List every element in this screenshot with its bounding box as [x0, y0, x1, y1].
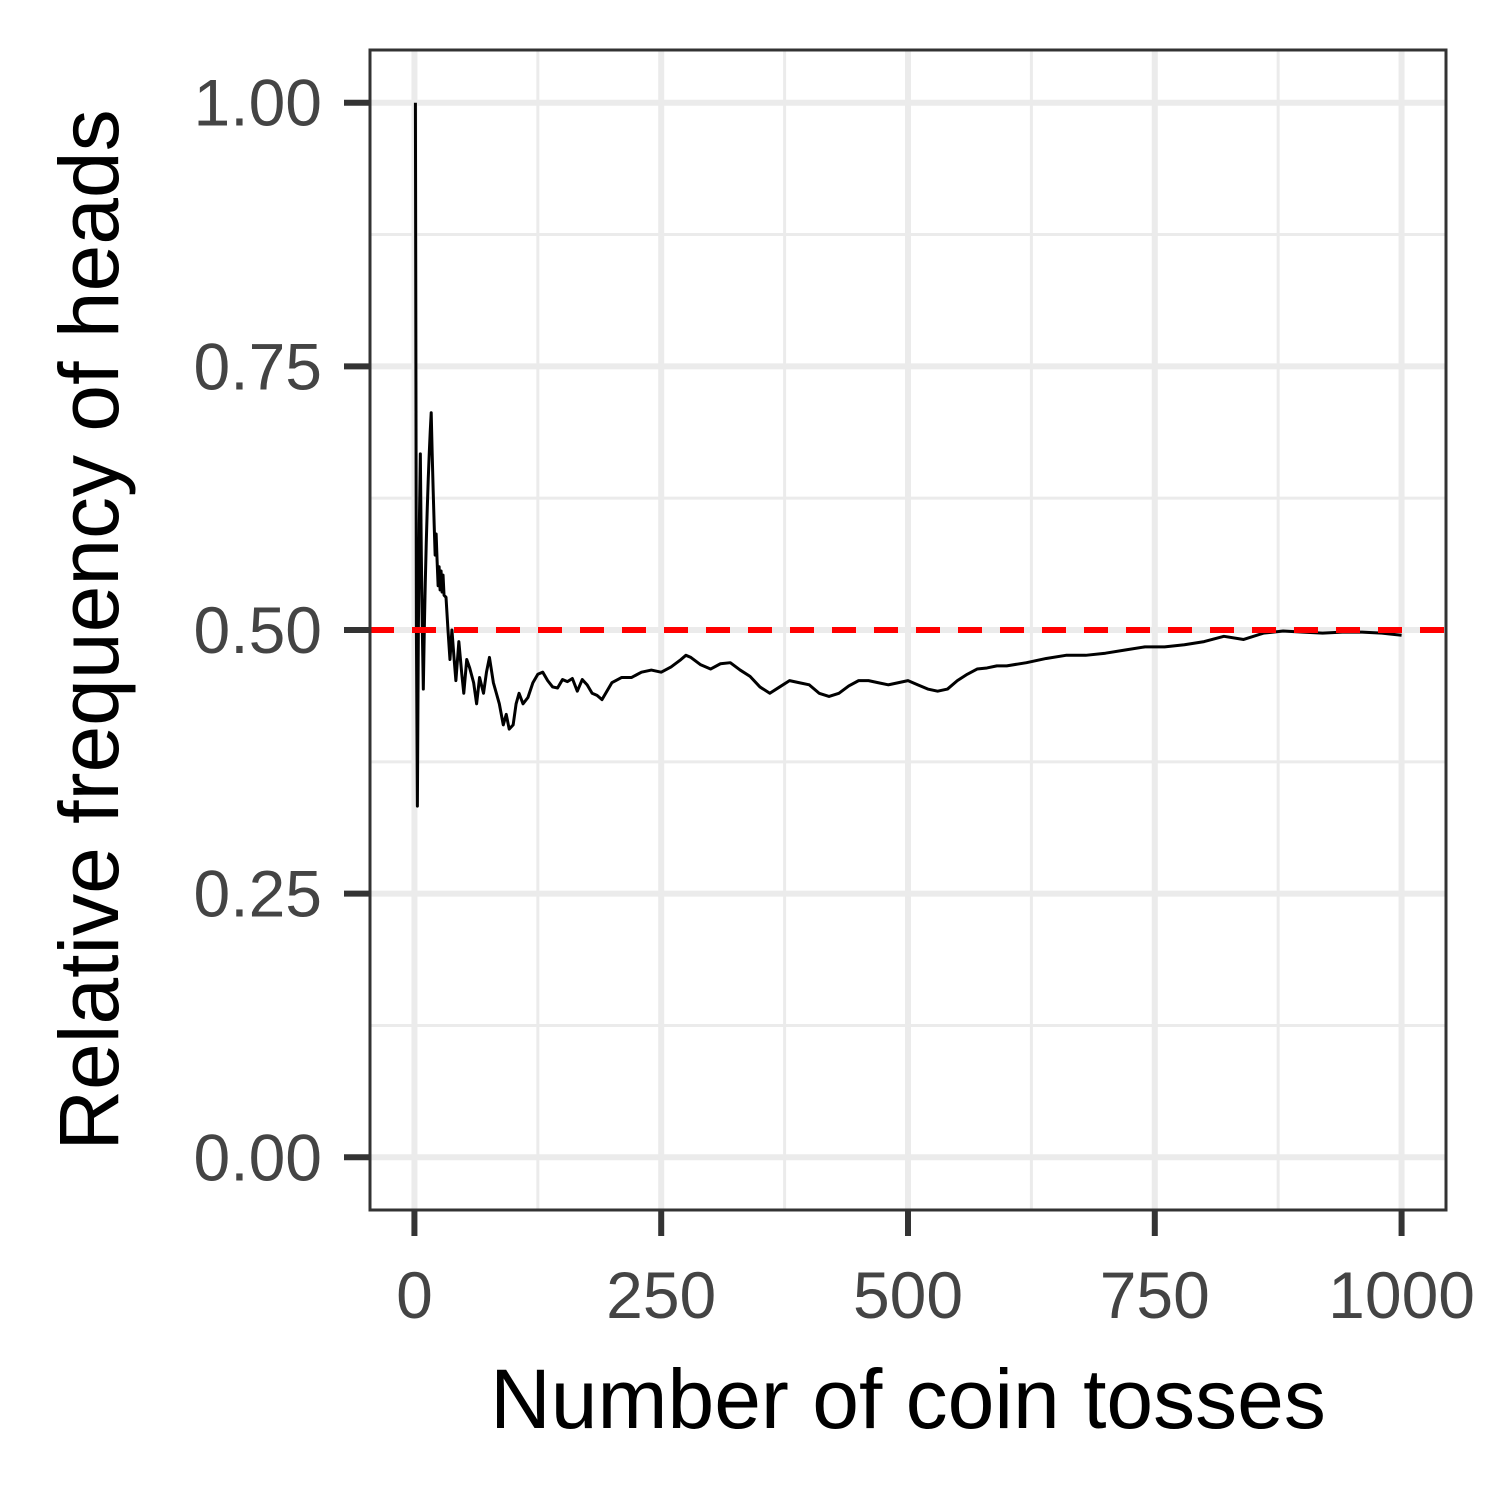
y-tick-label: 1.00: [194, 66, 322, 140]
x-tick-label: 250: [606, 1258, 716, 1332]
y-tick-label: 0.00: [194, 1120, 322, 1194]
x-tick-label: 1000: [1328, 1258, 1475, 1332]
x-tick-label: 0: [396, 1258, 433, 1332]
x-tick-label: 500: [853, 1258, 963, 1332]
y-tick-label: 0.50: [194, 593, 322, 667]
y-axis: 0.00 0.25 0.50 0.75 1.00: [194, 66, 370, 1194]
x-axis-title: Number of coin tosses: [490, 1352, 1326, 1446]
y-tick-label: 0.25: [194, 857, 322, 931]
x-tick-label: 750: [1100, 1258, 1210, 1332]
y-tick-label: 0.75: [194, 329, 322, 403]
y-axis-title: Relative frequency of heads: [42, 109, 136, 1150]
series-layer: [370, 102, 1446, 808]
series-line: [413, 102, 1402, 808]
x-axis: 0 250 500 750 1000: [396, 1210, 1475, 1332]
